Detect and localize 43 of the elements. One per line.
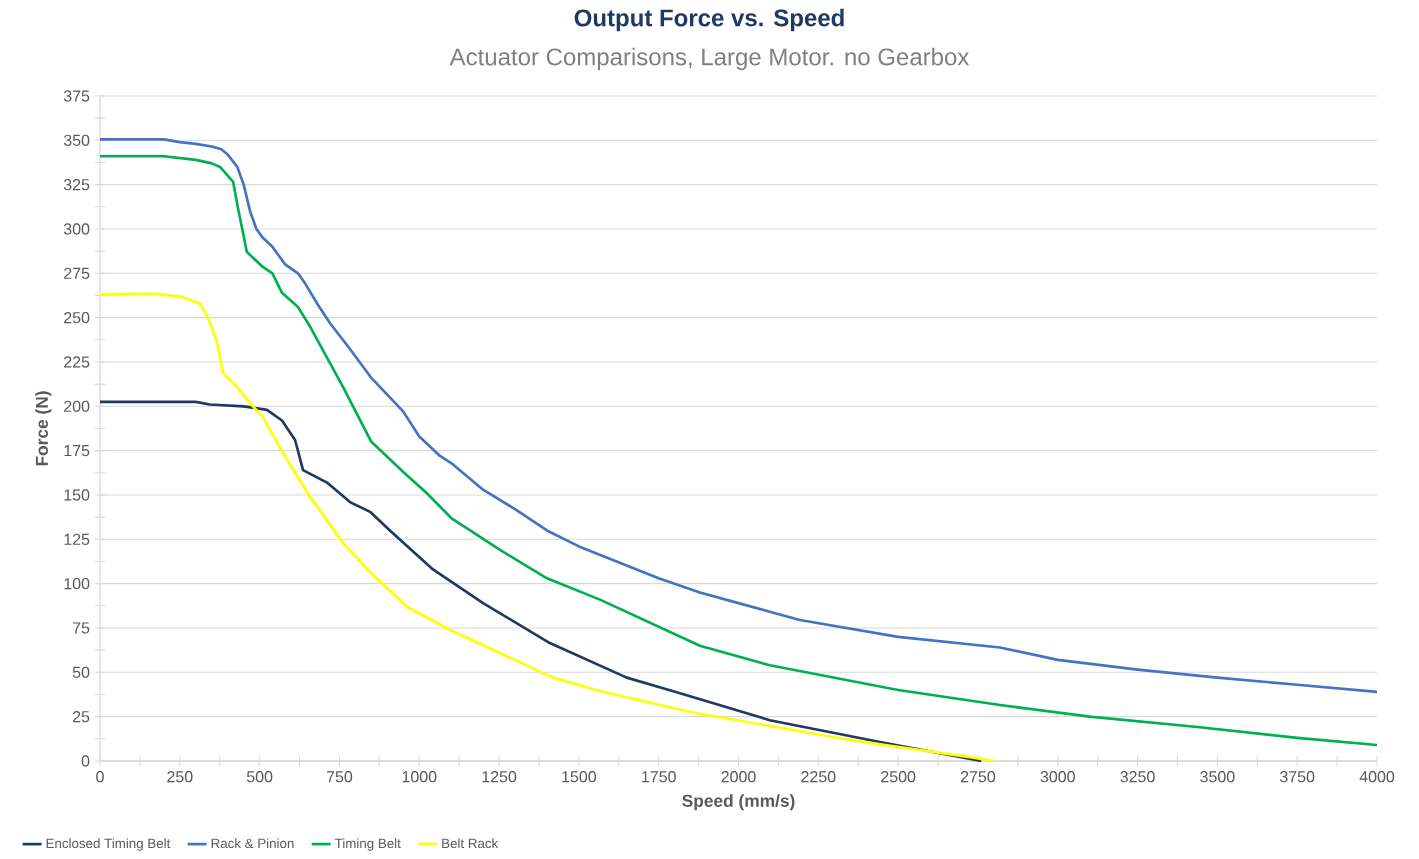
x-tick-label: 1500 [562,771,597,783]
x-tick-label: 1750 [642,771,676,783]
x-tick-label: 4000 [1359,771,1395,783]
x-axis-title: Speed (mm/s) [682,794,795,811]
x-tick-label: 3250 [1120,771,1155,783]
y-tick-label: 50 [72,666,90,678]
x-tick-label: 3500 [1200,771,1235,783]
y-tick-label: 275 [64,267,90,279]
chart-title: Output Force vs. Speed [574,8,844,32]
y-tick-label: 375 [63,90,90,102]
y-tick-label: 300 [63,223,90,235]
y-tick-label: 200 [64,400,90,412]
legend-label: Rack & Pinion [211,838,294,849]
line-series [98,400,983,763]
y-tick-label: 25 [72,710,90,723]
x-tick-label: 1000 [402,771,437,783]
y-tick-label: 325 [63,178,90,191]
y-tick-label: 100 [64,577,90,590]
y-tick-label: 225 [64,356,90,368]
x-tick-label: 3000 [1040,771,1075,783]
chart-subtitle: Actuator Comparisons, Large Motor. no Gearbox [449,47,970,71]
y-tick-label: 250 [64,311,90,324]
line-series [98,292,996,763]
x-tick-label: 2000 [721,771,756,783]
y-tick-label: 175 [64,445,90,457]
x-tick-label: 0 [96,771,104,783]
x-tick-label: 1250 [482,771,517,783]
y-axis-title: Force (N) [35,391,52,466]
x-tick-label: 2500 [881,771,916,783]
x-tick-label: 3750 [1280,771,1315,783]
y-tick-label: 150 [64,489,90,501]
legend-label: Enclosed Timing Belt [46,838,171,851]
legend-label: Timing Belt [334,838,401,851]
x-tick-label: 2250 [801,771,836,783]
x-tick-label: 750 [326,771,353,783]
y-tick-label: 0 [81,755,90,767]
legend-label: Belt Rack [442,838,499,849]
y-tick-label: 75 [72,622,90,634]
y-tick-label: 125 [64,533,90,545]
x-tick-label: 2750 [960,771,996,783]
y-tick-label: 350 [63,134,90,146]
x-tick-label: 500 [246,771,273,783]
x-tick-label: 250 [167,771,193,783]
